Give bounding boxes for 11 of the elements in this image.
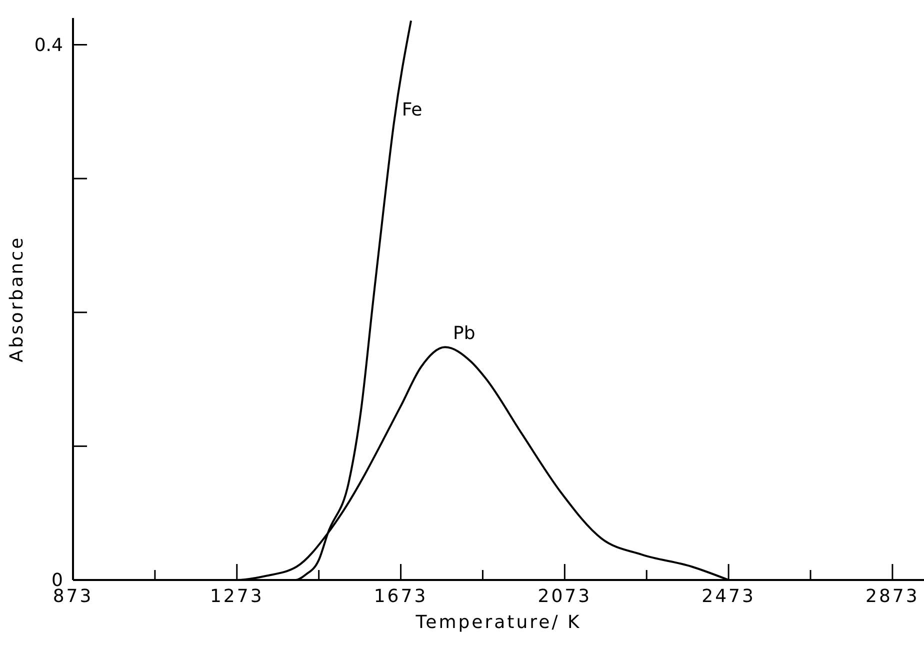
y-tick-label: 0.4 [34, 34, 63, 56]
y-axis-title: Absorbance [6, 236, 28, 362]
x-tick-label: 2073 [538, 586, 592, 607]
x-tick-label: 1673 [374, 586, 428, 607]
x-tick-label: 2873 [866, 586, 920, 607]
x-axis-title: Temperature/ K [414, 612, 582, 633]
series-label: Fe [402, 100, 422, 121]
x-tick-label: 2473 [702, 586, 756, 607]
series-label: Pb [453, 323, 476, 344]
x-tick-label: 873 [52, 586, 94, 607]
x-tick-label: 1273 [210, 586, 264, 607]
